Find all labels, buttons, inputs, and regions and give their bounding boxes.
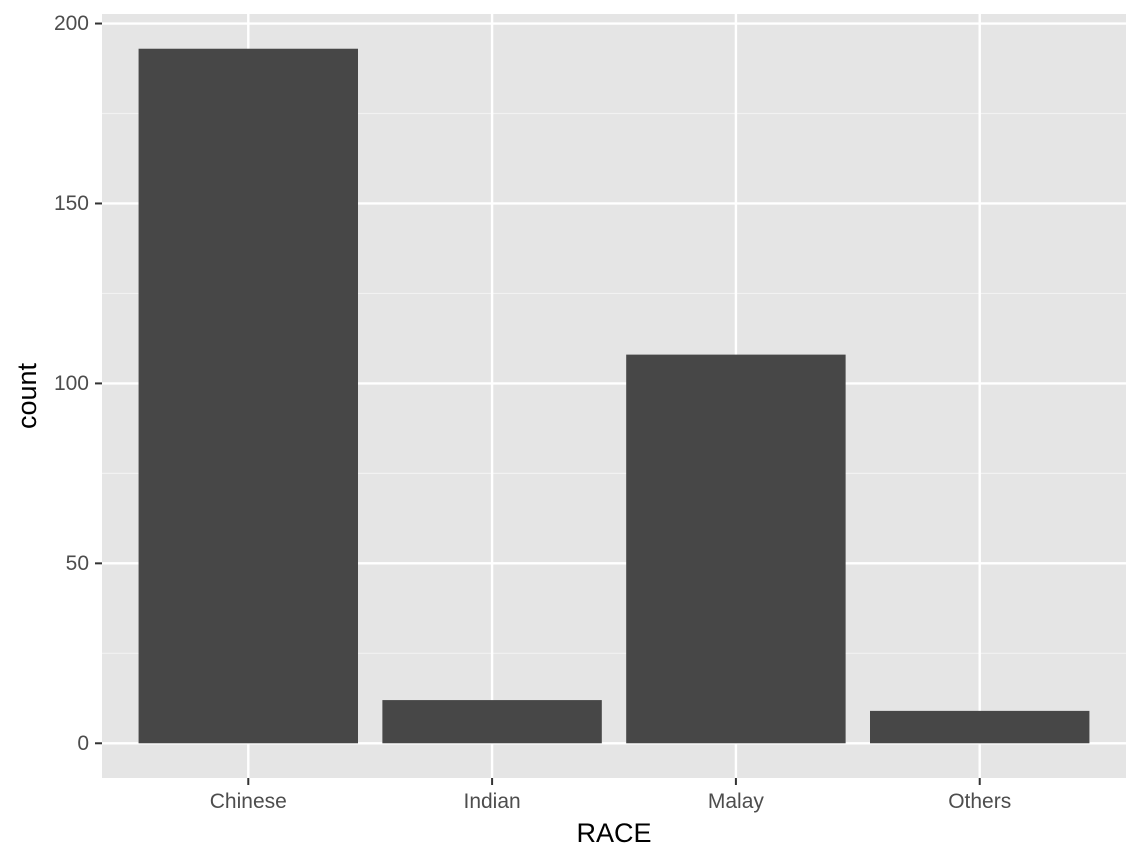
x-tick-label: Chinese	[210, 790, 287, 813]
y-tick-label: 150	[54, 192, 89, 215]
x-axis-title: RACE	[576, 818, 651, 848]
y-tick-label: 100	[54, 372, 89, 395]
y-tick-label: 50	[66, 552, 89, 575]
x-tick-label: Others	[948, 790, 1011, 813]
y-tick-label: 0	[77, 732, 89, 755]
y-tick-label: 200	[54, 12, 89, 35]
x-axis: Chinese Indian Malay Others	[210, 778, 1011, 813]
bars	[138, 48, 1090, 744]
bar-malay	[626, 354, 846, 744]
y-axis-title: count	[12, 362, 42, 429]
bar-chinese	[138, 48, 358, 744]
bar-others	[870, 710, 1090, 744]
x-tick-label: Malay	[708, 790, 765, 813]
x-tick-label: Indian	[463, 790, 520, 813]
y-axis: 0 50 100 150 200	[54, 12, 102, 755]
bar-indian	[382, 700, 602, 744]
